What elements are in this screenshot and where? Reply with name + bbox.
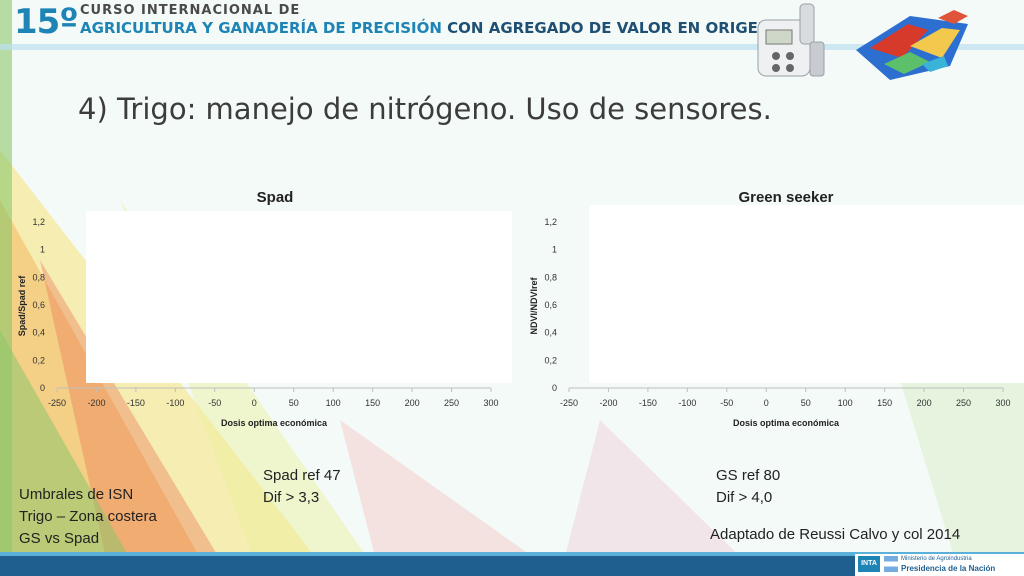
threshold-note: Umbrales de ISN Trigo – Zona costera GS … [19, 484, 157, 550]
spad-x-tick-label: 150 [365, 398, 380, 408]
spad-diff-line: Dif > 3,3 [263, 489, 320, 506]
spad-y-tick-label: 0,6 [32, 300, 45, 310]
green-seeker-y-tick-label: 1,2 [544, 217, 557, 227]
course-header: 15º CURSO INTERNACIONAL DE AGRICULTURA Y… [0, 0, 1024, 44]
spad-y-tick-label: 0,8 [32, 272, 45, 282]
gs-ref-line: GS ref 80 [716, 467, 781, 484]
ministry-name: Ministerio de Agroindustria [901, 556, 972, 562]
spad-chart: Spad -250 -200 -150 -100 -50 0 50 100 150 200 250 3… [17, 189, 512, 428]
argentina-flag-icon [884, 556, 898, 572]
spad-x-tick-label: -250 [48, 398, 66, 408]
inta-logo: INTA [858, 556, 880, 572]
course-title-part2: CON AGREGADO DE VALOR EN ORIGEN [447, 19, 771, 37]
spad-y-tick-label: 0,4 [32, 328, 45, 338]
spad-y-tick-label: 1 [40, 245, 45, 255]
green-seeker-plot-area: -250 -200 -150 -100 -50 0 50 100 150 200 250 300 0 0,… [544, 205, 1024, 408]
green-seeker-y-tick-label: 0,2 [544, 355, 557, 365]
spad-y-tick-label: 0,2 [32, 355, 45, 365]
source-citation: Adaptado de Reussi Calvo y col 2014 [710, 526, 961, 543]
green-seeker-x-tick-label: 200 [917, 398, 932, 408]
gs-diff-line: Dif > 4,0 [716, 489, 773, 506]
green-seeker-x-tick-label: -250 [560, 398, 578, 408]
green-seeker-masked-plot [589, 205, 1024, 383]
green-seeker-chart-title: Green seeker [738, 189, 833, 206]
green-seeker-chart: Green seeker -250 -200 -150 -100 -50 0 50 100 15… [529, 189, 1024, 428]
spad-xlabel: Dosis optima económica [221, 418, 328, 428]
green-seeker-y-tick-label: 0,6 [544, 300, 557, 310]
green-seeker-y-tick-label: 0 [552, 383, 557, 393]
green-seeker-x-tick-label: 300 [995, 398, 1010, 408]
course-subtitle: CURSO INTERNACIONAL DE [80, 3, 301, 18]
green-seeker-ylabel: NDVI/NDVIref [529, 276, 539, 334]
spad-y-tick-label: 0 [40, 383, 45, 393]
green-seeker-x-tick-label: -100 [678, 398, 696, 408]
slide-title: 4) Trigo: manejo de nitrógeno. Uso de se… [78, 92, 772, 126]
spad-x-tick-label: 250 [444, 398, 459, 408]
spad-masked-plot [86, 211, 512, 383]
spad-ylabel: Spad/Spad ref [17, 275, 27, 337]
spad-plot-area: -250 -200 -150 -100 -50 0 50 100 150 200 250 300 0 0,… [32, 211, 512, 408]
spad-x-tick-label: -50 [208, 398, 221, 408]
course-number: 15º [14, 2, 78, 42]
threshold-line-2: Trigo – Zona costera [19, 508, 157, 525]
government-name: Presidencia de la Nación [901, 564, 996, 573]
course-title: AGRICULTURA Y GANADERÍA DE PRECISIÓN CON… [80, 19, 770, 37]
footer-bar [0, 556, 1024, 576]
footer-accent [0, 552, 1024, 558]
green-seeker-x-tick-label: 250 [956, 398, 971, 408]
threshold-line-3: GS vs Spad [19, 530, 100, 547]
green-seeker-x-tick-label: -50 [720, 398, 733, 408]
green-seeker-x-tick-label: 150 [877, 398, 892, 408]
spad-x-tick-label: -150 [127, 398, 145, 408]
green-seeker-y-tick-label: 0,4 [544, 328, 557, 338]
green-seeker-x-tick-label: -200 [599, 398, 617, 408]
spad-x-tick-label: -200 [87, 398, 105, 408]
green-seeker-x-tick-label: 100 [838, 398, 853, 408]
green-seeker-x-tick-label: 50 [801, 398, 811, 408]
spad-reference-note: Spad ref 47 Dif > 3,3 [263, 465, 341, 509]
spad-y-tick-label: 1,2 [32, 217, 45, 227]
green-seeker-x-tick-label: 0 [764, 398, 769, 408]
threshold-line-1: Umbrales de ISN [19, 486, 134, 503]
spad-chart-title: Spad [257, 189, 294, 206]
green-seeker-y-tick-label: 1 [552, 245, 557, 255]
green-seeker-y-tick-label: 0,8 [544, 272, 557, 282]
spad-x-tick-label: 100 [326, 398, 341, 408]
green-seeker-x-tick-label: -150 [639, 398, 657, 408]
course-title-part1: AGRICULTURA Y GANADERÍA DE PRECISIÓN [80, 19, 442, 37]
yield-map-image [856, 10, 968, 80]
gs-reference-note: GS ref 80 Dif > 4,0 [716, 465, 780, 509]
spad-ref-line: Spad ref 47 [263, 467, 341, 484]
spad-meter-image [757, 3, 825, 77]
spad-x-tick-label: -100 [166, 398, 184, 408]
spad-x-tick-label: 300 [483, 398, 498, 408]
spad-x-tick-label: 0 [252, 398, 257, 408]
spad-x-tick-label: 50 [289, 398, 299, 408]
green-seeker-xlabel: Dosis optima económica [733, 418, 840, 428]
spad-x-tick-label: 200 [405, 398, 420, 408]
